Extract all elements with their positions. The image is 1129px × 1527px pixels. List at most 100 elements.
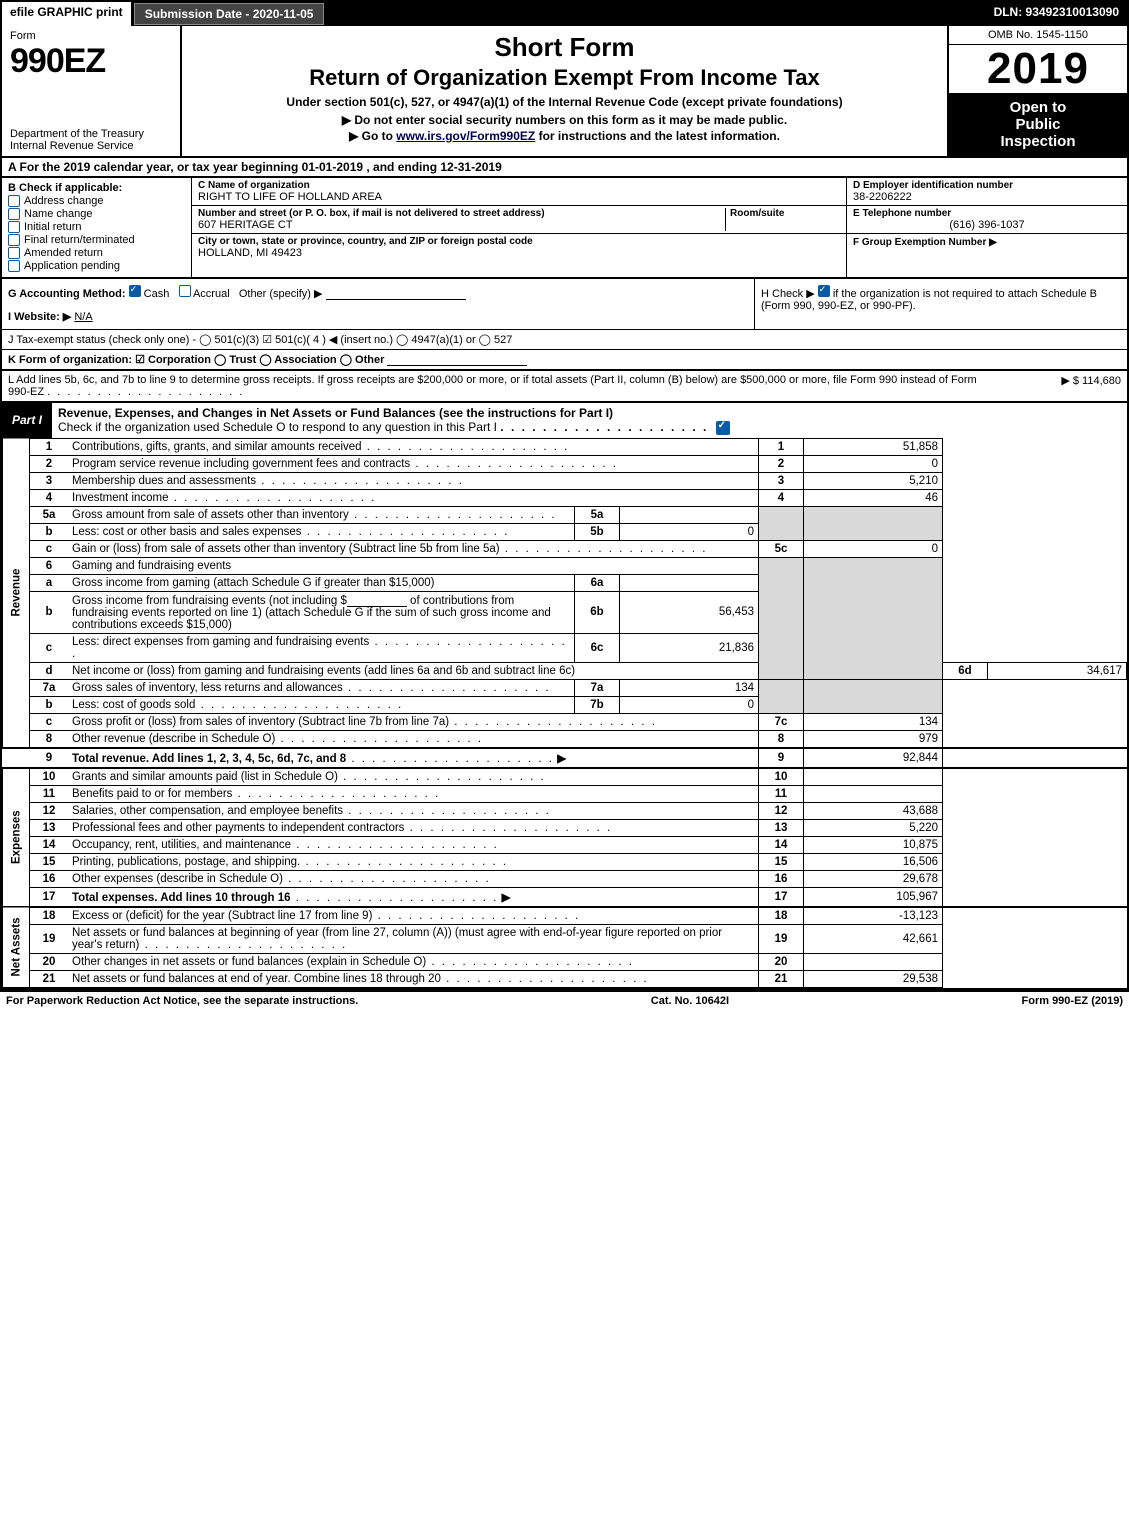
tax-year: 2019 (949, 45, 1127, 93)
c-label: C Name of organization (198, 180, 840, 191)
goto-post: for instructions and the latest informat… (535, 129, 780, 143)
mid-val: 0 (620, 696, 759, 713)
table-row: 3Membership dues and assessments 35,210 (3, 472, 1127, 489)
submission-date-button[interactable]: Submission Date - 2020-11-05 (134, 3, 325, 25)
checkbox-icon[interactable] (8, 221, 20, 233)
line-desc: Less: direct expenses from gaming and fu… (72, 636, 369, 648)
org-name: RIGHT TO LIFE OF HOLLAND AREA (198, 191, 840, 203)
city-row: City or town, state or province, country… (192, 234, 846, 261)
chk-name-change[interactable]: Name change (8, 208, 185, 220)
checkbox-icon[interactable] (8, 234, 20, 246)
arrow-icon (498, 892, 510, 904)
l-gross-receipts-row: L Add lines 5b, 6c, and 7b to line 9 to … (2, 371, 1127, 403)
table-row: bLess: cost or other basis and sales exp… (3, 523, 1127, 540)
mid-val: 21,836 (620, 633, 759, 662)
table-row: 17Total expenses. Add lines 10 through 1… (3, 887, 1127, 907)
footer-left: For Paperwork Reduction Act Notice, see … (6, 995, 358, 1007)
dept-line2: Internal Revenue Service (10, 140, 172, 152)
group-exemption-row: F Group Exemption Number ▶ (847, 234, 1127, 250)
dots-icon (47, 386, 244, 398)
right-val: 92,844 (804, 748, 943, 768)
i-label: I Website: ▶ (8, 311, 71, 323)
g-h-row: G Accounting Method: Cash Accrual Other … (2, 279, 1127, 330)
table-row: 13Professional fees and other payments t… (3, 819, 1127, 836)
right-val: -13,123 (804, 907, 943, 925)
g-other-input[interactable] (326, 287, 466, 300)
line6b-amount-input[interactable] (347, 594, 407, 607)
chk-final-return[interactable]: Final return/terminated (8, 234, 185, 246)
note-goto: ▶ Go to www.irs.gov/Form990EZ for instru… (192, 129, 937, 143)
line-desc: Grants and similar amounts paid (list in… (72, 771, 338, 783)
city-label: City or town, state or province, country… (198, 236, 840, 247)
chk-application-pending[interactable]: Application pending (8, 260, 185, 272)
table-row: 21Net assets or fund balances at end of … (3, 970, 1127, 987)
right-val: 29,678 (804, 870, 943, 887)
part1-sub: Check if the organization used Schedule … (58, 420, 497, 434)
right-val: 0 (804, 540, 943, 557)
checkbox-icon[interactable] (8, 247, 20, 259)
chk-address-change[interactable]: Address change (8, 195, 185, 207)
right-val (804, 953, 943, 970)
checkbox-accrual-icon[interactable] (179, 285, 191, 297)
top-bar: efile GRAPHIC print Submission Date - 20… (2, 2, 1127, 26)
footer-right: Form 990-EZ (2019) (1022, 995, 1124, 1007)
note-ssn: ▶ Do not enter social security numbers o… (192, 113, 937, 127)
mid-val (620, 506, 759, 523)
checkbox-icon[interactable] (8, 260, 20, 272)
right-val: 29,538 (804, 970, 943, 987)
ein-row: D Employer identification number 38-2206… (847, 178, 1127, 206)
city-value: HOLLAND, MI 49423 (198, 247, 840, 259)
table-row: 5aGross amount from sale of assets other… (3, 506, 1127, 523)
right-val: 51,858 (804, 438, 943, 455)
g-cash: Cash (144, 288, 170, 300)
efile-print-label[interactable]: efile GRAPHIC print (2, 2, 133, 26)
open-line2: Public (953, 116, 1123, 133)
irs-link[interactable]: www.irs.gov/Form990EZ (396, 129, 535, 143)
checkbox-icon[interactable] (8, 208, 20, 220)
table-row: Net Assets 18Excess or (deficit) for the… (3, 907, 1127, 925)
table-row: 19Net assets or fund balances at beginni… (3, 924, 1127, 953)
top-bar-spacer (325, 2, 985, 26)
l-value: ▶ $ 114,680 (981, 374, 1121, 398)
right-val: 43,688 (804, 802, 943, 819)
line-desc: Contributions, gifts, grants, and simila… (68, 438, 759, 455)
dept-treasury: Department of the Treasury Internal Reve… (10, 128, 172, 152)
part1-label: Part I (2, 410, 52, 430)
checkbox-h-icon[interactable] (818, 285, 830, 297)
open-line1: Open to (953, 99, 1123, 116)
street-label: Number and street (or P. O. box, if mail… (198, 208, 725, 219)
line-desc: Net income or (loss) from gaming and fun… (72, 665, 575, 677)
right-val: 42,661 (804, 924, 943, 953)
right-val: 134 (804, 713, 943, 730)
chk-amended-return[interactable]: Amended return (8, 247, 185, 259)
k-other-input[interactable] (387, 353, 527, 366)
table-row: cGain or (loss) from sale of assets othe… (3, 540, 1127, 557)
expenses-side-label: Expenses (3, 768, 30, 907)
right-val: 5,210 (804, 472, 943, 489)
line-desc: Other revenue (describe in Schedule O) (72, 733, 275, 745)
financial-table: Revenue 1 Contributions, gifts, grants, … (2, 438, 1127, 988)
table-row: b Gross income from fundraising events (… (3, 591, 1127, 633)
checkbox-cash-icon[interactable] (129, 285, 141, 297)
org-name-row: C Name of organization RIGHT TO LIFE OF … (192, 178, 846, 206)
right-no: 1 (759, 438, 804, 455)
line-desc: Gain or (loss) from sale of assets other… (72, 543, 500, 555)
chk-initial-return[interactable]: Initial return (8, 221, 185, 233)
table-row: bLess: cost of goods sold 7b0 (3, 696, 1127, 713)
l-text: L Add lines 5b, 6c, and 7b to line 9 to … (8, 374, 981, 398)
return-title: Return of Organization Exempt From Incom… (192, 65, 937, 91)
line-desc: Other expenses (describe in Schedule O) (72, 873, 283, 885)
header-left: Form 990EZ Department of the Treasury In… (2, 26, 182, 156)
table-row: 4Investment income 446 (3, 489, 1127, 506)
j-tax-exempt-row: J Tax-exempt status (check only one) - ◯… (2, 330, 1127, 350)
line-desc: Investment income (72, 492, 169, 504)
checkbox-icon[interactable] (8, 195, 20, 207)
line-desc: Professional fees and other payments to … (72, 822, 404, 834)
footer-center: Cat. No. 10642I (651, 995, 729, 1007)
table-row: 14Occupancy, rent, utilities, and mainte… (3, 836, 1127, 853)
table-row: cGross profit or (loss) from sales of in… (3, 713, 1127, 730)
dots-icon (500, 420, 708, 434)
checkbox-scheduleO-icon[interactable] (716, 421, 730, 435)
table-row: 2Program service revenue including gover… (3, 455, 1127, 472)
table-row: 15Printing, publications, postage, and s… (3, 853, 1127, 870)
